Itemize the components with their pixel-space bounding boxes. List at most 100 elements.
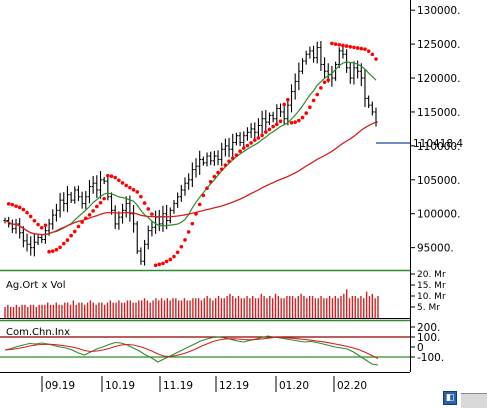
sar-dot (267, 127, 272, 132)
indicator-panel-title: Com.Chn.Inx (6, 327, 70, 338)
volume-y-tick-label: 10. Mr (417, 292, 446, 302)
sar-dot (264, 130, 268, 134)
sar-dot (330, 41, 334, 46)
sar-dot (300, 115, 305, 120)
sar-dot (278, 119, 283, 123)
sar-dot (252, 138, 257, 142)
sar-dot (234, 153, 239, 157)
sar-dot (146, 207, 151, 211)
sar-dot (319, 86, 323, 90)
sar-dot (227, 159, 231, 164)
sar-dot (21, 207, 26, 212)
sar-dot (219, 167, 224, 172)
indicator-y-tick-label: 100. (417, 332, 440, 344)
sar-dot (223, 163, 228, 168)
sar-dot (308, 105, 312, 109)
chart-tool-icon[interactable]: ◧ (443, 391, 457, 405)
sar-dot (106, 173, 110, 178)
sar-dot (157, 262, 162, 267)
sar-dot (14, 204, 18, 208)
x-tick-label: 10.19 (105, 380, 135, 392)
sar-dot (80, 220, 84, 224)
sar-dot (249, 141, 253, 145)
sar-dot (271, 124, 275, 129)
sar-dot (355, 46, 360, 50)
sar-dot (98, 200, 103, 205)
x-tick-label: 11.19 (163, 380, 193, 392)
y-tick-label: 115000. (417, 107, 460, 119)
x-tick-label: 12.19 (219, 380, 249, 392)
sar-dot (179, 244, 184, 249)
volume-y-tick-label: 5. Mr (417, 303, 440, 313)
sar-dot (183, 238, 187, 242)
sar-dot (36, 222, 40, 227)
sar-dot (344, 44, 349, 48)
volume-panel-title: Ag.Ort x Vol (6, 280, 66, 291)
sar-dot (304, 111, 309, 115)
sar-dot (50, 249, 55, 253)
sar-dot (6, 202, 11, 206)
sar-dot (190, 221, 195, 226)
sar-dot (153, 263, 158, 268)
tick-labels: 130000. 125000. 120000. 115000. 110000. 10500… (6, 5, 463, 392)
sar-dot (363, 47, 367, 51)
sar-dot (175, 250, 180, 255)
sar-dot (337, 42, 342, 47)
sar-dot (366, 49, 371, 53)
sar-dot (91, 209, 95, 213)
sar-dot (359, 46, 364, 51)
sar-dot (54, 247, 59, 252)
sar-dot (113, 175, 117, 180)
sar-dot (348, 44, 353, 49)
sar-dot (135, 190, 140, 194)
price-panel (3, 40, 410, 268)
sar-dot (230, 156, 235, 161)
sar-dot (164, 259, 169, 264)
sar-dot (109, 174, 114, 178)
sar-dot (128, 185, 132, 190)
x-tick-label: 09.19 (45, 380, 75, 392)
sar-dot (186, 230, 191, 234)
sar-dot (117, 178, 121, 183)
sar-dot (245, 143, 250, 148)
sar-dot (194, 212, 198, 216)
sar-dot (139, 194, 143, 199)
y-tick-label: 95000. (417, 243, 454, 255)
y-tick-label: 105000. (417, 175, 460, 187)
y-tick-label: 125000. (417, 39, 460, 51)
sar-dot (10, 202, 15, 207)
sar-dot (241, 146, 246, 150)
y-tick-label: 100000. (417, 209, 460, 221)
sar-dot (95, 204, 99, 209)
corner-panel-button[interactable] (461, 393, 487, 408)
sar-dot (168, 257, 173, 262)
sar-dot (322, 80, 327, 85)
sar-dot (260, 133, 264, 138)
indicator-y-tick-label: 200. (417, 322, 440, 334)
sar-dot (87, 213, 92, 217)
sar-dot (28, 214, 33, 219)
sar-dot (43, 223, 48, 228)
x-tick-label: 02.20 (337, 380, 367, 392)
last-value-label: 110418.4 (413, 138, 463, 150)
sar-dot (275, 122, 279, 127)
sar-dot (212, 174, 217, 179)
x-tick-label: 01.20 (279, 380, 309, 392)
y-tick-label: 130000. (417, 5, 460, 17)
sar-dot (326, 78, 331, 82)
sar-dot (201, 193, 206, 198)
sar-dot (39, 225, 44, 230)
sar-dot (197, 202, 202, 207)
sar-dot (256, 136, 261, 140)
sar-dot (47, 249, 51, 254)
sar-dot (69, 233, 73, 238)
sar-dot (172, 254, 176, 259)
sar-dot (205, 186, 209, 191)
sar-dot (84, 216, 88, 221)
sar-dot (286, 97, 290, 102)
sar-dot (333, 42, 338, 46)
sar-dot (238, 149, 242, 154)
y-tick-label: 120000. (417, 73, 460, 85)
